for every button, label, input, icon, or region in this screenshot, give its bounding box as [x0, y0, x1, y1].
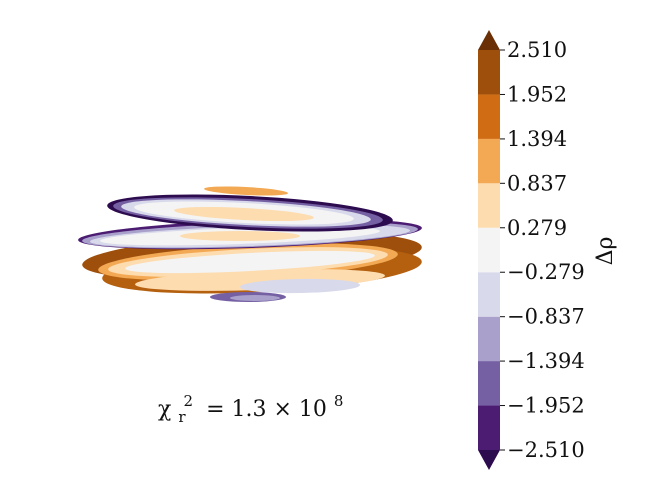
colorbar-extend-low [478, 450, 500, 470]
colorbar-tick-label: 2.510 [507, 38, 567, 62]
contour-band [180, 231, 300, 241]
colorbar-tick-label: −1.394 [507, 349, 585, 373]
colorbar-band [478, 316, 500, 362]
colorbar-tick-label: −1.952 [507, 394, 585, 418]
colorbar: −2.510 −1.952 −1.394 −0.837 −0.279 0.279 0.837… [478, 30, 585, 470]
contour-plot [78, 186, 422, 302]
colorbar-band [478, 183, 500, 228]
contour-band [174, 206, 314, 222]
colorbar-band [478, 361, 500, 406]
colorbar-band [478, 227, 500, 273]
colorbar-tick-label: 0.837 [507, 171, 567, 195]
colorbar-band [478, 272, 500, 317]
colorbar-band [478, 405, 500, 450]
colorbar-tick-label: −2.510 [507, 438, 585, 462]
colorbar-tick-label: 0.279 [507, 216, 567, 240]
contour-band [230, 295, 280, 301]
colorbar-tick-label: −0.837 [507, 305, 585, 329]
contour-band [204, 186, 288, 196]
colorbar-band [478, 94, 500, 139]
chi-value: = 1.3 × 10 [206, 397, 327, 422]
colorbar-band [478, 138, 500, 184]
colorbar-tick-label: −0.279 [507, 260, 585, 284]
chi-superscript: 2 [184, 392, 194, 410]
colorbar-band [478, 50, 500, 95]
colorbar-extend-high [478, 30, 500, 50]
contour-band [125, 250, 375, 274]
chi-symbol: χ [158, 397, 171, 422]
chi-square-annotation: χ r 2 = 1.3 × 10 8 [158, 387, 343, 428]
contour-band [240, 278, 360, 294]
colorbar-tick-label: 1.394 [507, 127, 567, 151]
colorbar-tick-label: 1.952 [507, 82, 567, 106]
colorbar-label: Δρ [593, 237, 618, 266]
chi-subscript: r [178, 408, 186, 426]
chi-exponent: 8 [334, 392, 344, 410]
